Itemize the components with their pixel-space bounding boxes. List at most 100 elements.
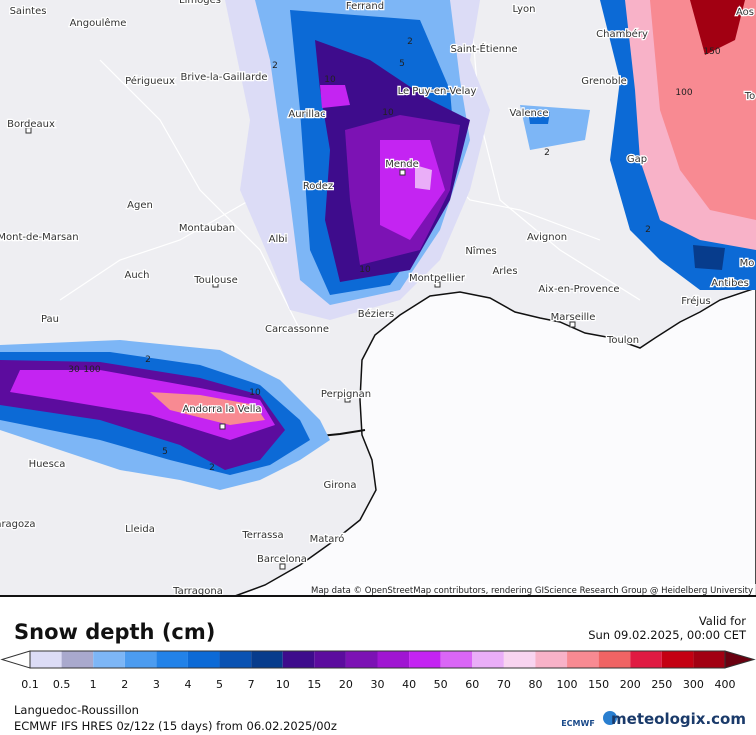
city-label: Toulouse: [193, 275, 237, 286]
colorbar-over: [724, 650, 756, 669]
contour-label: 2: [209, 463, 215, 473]
legend-title: Snow depth (cm): [14, 620, 215, 644]
sea: [234, 287, 756, 597]
colorbar-label: 5: [216, 678, 223, 691]
city-label: Grenoble: [581, 76, 627, 87]
colorbar-box: [314, 651, 346, 668]
colorbar-box: [251, 651, 283, 668]
city-label: To: [744, 91, 756, 102]
colorbar-label: 7: [248, 678, 255, 691]
colorbar-label: 0.1: [21, 678, 39, 691]
contour-label: 10: [324, 75, 336, 85]
city-label: Angoulême: [70, 17, 127, 29]
colorbar-label: 4: [184, 678, 191, 691]
city-labels: Saintes Angoulême Limoges Ferrand Lyon Aos Cha…: [0, 0, 756, 598]
colorbar-box: [693, 651, 725, 668]
colorbar-frame: [29, 650, 726, 669]
city-label: Tarragona: [172, 586, 223, 597]
colorbar-label: 3: [153, 678, 160, 691]
contour-label: 2: [272, 61, 278, 71]
city-label: Brive-la-Gaillarde: [180, 72, 267, 83]
contour-label: 10: [382, 108, 394, 118]
colorbar-label: 150: [588, 678, 609, 691]
city-label: Montpellier: [409, 273, 466, 284]
colorbar-box: [124, 651, 157, 668]
meteologix-logo: meteologix.com: [611, 710, 746, 728]
contour-label: 2: [645, 225, 651, 235]
logo-icon: [603, 711, 617, 725]
city-label: Avignon: [527, 232, 567, 243]
valid-label: Valid for: [699, 614, 746, 628]
city-label: Saintes: [10, 6, 47, 17]
city-label: Béziers: [358, 308, 395, 320]
city-label: Arles: [492, 266, 517, 277]
model: ECMWF IFS HRES 0z/12z (15 days) from 06.…: [14, 719, 337, 733]
city-label: Barcelona: [257, 554, 307, 565]
city-label: Gap: [627, 154, 647, 165]
colorbar-box: [345, 651, 378, 668]
city-label: Fréjus: [681, 295, 710, 307]
contour-label: 30: [68, 365, 80, 375]
city-label: Nîmes: [465, 245, 496, 257]
city-label: Rodez: [303, 181, 333, 192]
city-label: Aurillac: [288, 109, 325, 120]
city-label: Marseille: [551, 312, 596, 323]
city-label: Lleida: [125, 524, 155, 535]
colorbar-box: [219, 651, 252, 668]
city-label: Auch: [124, 270, 149, 281]
city-label: Bordeaux: [7, 119, 55, 130]
colorbar-label: 10: [276, 678, 290, 691]
colorbar-label: 30: [371, 678, 385, 691]
colorbar-box: [661, 651, 694, 668]
attribution-box: [334, 584, 756, 596]
colorbar-label: 200: [620, 678, 641, 691]
city-label: Limoges: [179, 0, 221, 6]
city-label: Zaragoza: [0, 519, 36, 530]
city-label: Albi: [269, 234, 288, 245]
contour-label: 10: [249, 388, 261, 398]
contour-label: 150: [703, 47, 720, 57]
ecmwf-logo: ECMWF: [561, 719, 595, 728]
colorbar-label: 100: [557, 678, 578, 691]
colorbar-label: 40: [402, 678, 416, 691]
colorbar-box: [377, 651, 410, 668]
city-label: Montauban: [179, 223, 235, 234]
colorbar-box: [187, 651, 220, 668]
contour-label: 100: [83, 365, 100, 375]
city-label: Mataró: [310, 533, 345, 545]
colorbar-label: 20: [339, 678, 353, 691]
colorbar-label: 300: [683, 678, 704, 691]
map: Saintes Angoulême Limoges Ferrand Lyon Aos Cha…: [0, 0, 756, 598]
city-label: Terrassa: [241, 530, 283, 541]
colorbar-label: 80: [528, 678, 542, 691]
colorbar-label: 50: [434, 678, 448, 691]
city-label: Andorra la Vella: [183, 404, 262, 415]
city-label: Carcassonne: [265, 324, 329, 335]
colorbar-label: 70: [497, 678, 511, 691]
colorbar-under: [0, 650, 31, 669]
city-label: Ferrand: [346, 1, 384, 12]
colorbar: 0.1 0.5 1 2 3 4 5 7 10 15 20 30 40 50 60 70 80 100 150 200 2…: [0, 650, 756, 691]
city-label: Antibes: [711, 278, 749, 289]
colorbar-label: 2: [121, 678, 128, 691]
city-label: Le Puy-en-Velay: [398, 86, 477, 97]
colorbar-box: [156, 651, 188, 668]
contour-label: 5: [162, 447, 168, 457]
city-markers: [25, 127, 576, 570]
contour-label: 5: [399, 59, 405, 69]
colorbar-box: [535, 651, 568, 668]
city-label: Toulon: [606, 335, 639, 346]
city-label: Perpignan: [321, 389, 371, 400]
colorbar-label: 0.5: [53, 678, 71, 691]
city-label: Aix-en-Provence: [538, 284, 619, 295]
city-label: Valence: [509, 108, 548, 119]
contour-label: 10: [359, 265, 371, 275]
city-label: Chambéry: [596, 28, 648, 40]
contour-label: 100: [675, 88, 692, 98]
colorbar-label: 60: [465, 678, 479, 691]
colorbar-box: [472, 651, 504, 668]
city-label: Agen: [127, 200, 153, 211]
city-label: Pau: [41, 314, 59, 325]
